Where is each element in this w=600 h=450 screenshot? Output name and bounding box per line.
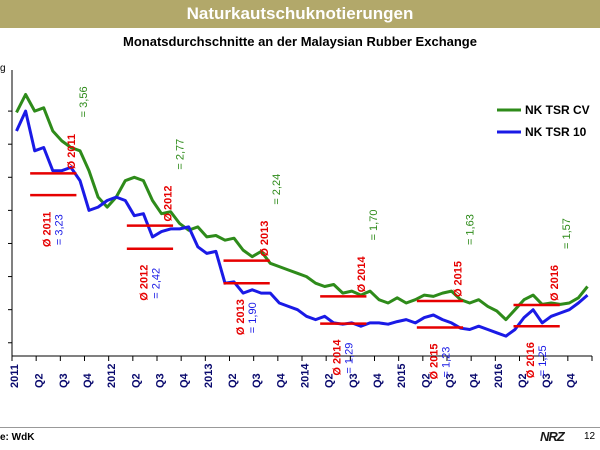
average-label: Ø 2012 [163,186,175,222]
series-line-tsr10 [15,109,589,338]
x-tick-label: Q4 [179,372,191,388]
x-tick-label: Q4 [372,372,384,388]
average-label: Ø 2015 [453,261,465,297]
x-tick-label: Q4 [565,372,577,388]
average-label: Ø 2015 [428,343,440,379]
average-value-label: = 1,23 [440,347,452,378]
average-label: Ø 2011 [42,212,54,247]
x-tick-label: Q2 [227,373,239,388]
average-value-label: = 1,25 [537,345,549,376]
average-value-label: = 1,57 [561,218,573,249]
x-tick-label: 2011 [9,364,21,388]
x-tick-label: Q2 [324,373,336,388]
x-tick-label: 2012 [106,364,118,388]
x-tick-label: Q3 [58,373,70,388]
average-value-label: = 1,90 [247,302,259,333]
x-tick-label: Q4 [469,372,481,388]
chart-title: Monatsdurchschnitte an der Malaysian Rub… [123,34,477,49]
x-tick-label: Q4 [82,372,94,388]
average-label: Ø 2014 [332,339,344,376]
average-value-label: = 2,24 [271,174,283,205]
x-tick-label: Q4 [275,372,287,388]
nrz-logo: NRZ [540,429,565,444]
average-value-label: = 2,77 [175,139,187,170]
x-tick-label: 2014 [299,363,311,388]
x-tick-label: Q3 [251,373,263,388]
average-value-label: = 1,70 [368,210,380,241]
average-label: Ø 2013 [235,299,247,335]
average-label: Ø 2012 [138,265,150,301]
source-label: e: WdK [0,432,35,443]
average-label: Ø 2016 [525,342,537,378]
legend-entry: NK TSR 10 [525,125,587,139]
series-line-cv [15,93,589,322]
x-tick-label: 2016 [493,364,505,388]
average-label: Ø 2014 [356,255,368,292]
legend-entry: NK TSR CV [525,103,590,117]
average-value-label: = 1,29 [344,343,356,374]
x-tick-label: Q2 [130,373,142,388]
average-value-label: = 2,42 [150,268,162,299]
unit-label: g [0,63,6,74]
x-tick-label: Q3 [154,373,166,388]
average-label: Ø 2016 [549,265,561,301]
x-tick-label: 2013 [203,364,215,388]
x-tick-label: Q3 [348,373,360,388]
average-label: Ø 2013 [259,221,271,257]
average-label: Ø 2011 [66,134,78,169]
average-value-label: = 3,23 [54,214,66,245]
x-tick-label: Q3 [444,373,456,388]
average-value-label: = 1,63 [465,214,477,245]
average-value-label: = 3,56 [78,86,90,117]
x-tick-label: Q3 [541,373,553,388]
x-tick-label: Q2 [517,373,529,388]
x-tick-label: Q2 [420,373,432,388]
page-title: Naturkautschuknotierungen [0,0,600,28]
x-tick-label: Q2 [34,373,46,388]
page-number: 12 [584,431,596,442]
x-tick-label: 2015 [396,364,408,388]
chart: 2011 Q2 Q3 Q4 2012 Q2 Q3 Q4 2013 Q2 Q3 Q4 2014 Q2 Q3 Q4… [8,70,593,388]
footer-divider [0,427,600,428]
